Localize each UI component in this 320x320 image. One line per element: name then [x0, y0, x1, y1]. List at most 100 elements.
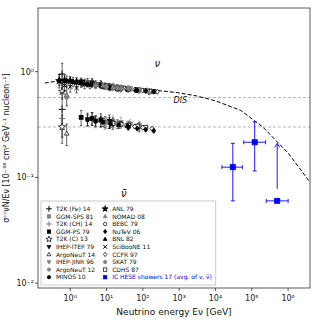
tick-label: 10³	[172, 294, 185, 303]
marker	[105, 85, 109, 89]
tick	[251, 288, 252, 291]
error-bar	[116, 85, 118, 90]
marker	[126, 87, 130, 91]
marker	[109, 122, 113, 126]
legend-label: T2K (C) 13	[55, 235, 88, 242]
error-bar	[86, 115, 88, 126]
series	[59, 115, 66, 143]
legend-label: SciBooNE 11	[112, 243, 150, 250]
marker	[115, 86, 119, 90]
legend-marker	[46, 236, 52, 242]
marker	[94, 119, 98, 123]
marker	[93, 119, 98, 123]
error-bar	[63, 80, 65, 91]
legend-label: IC HESE showers 17 (avg. of ν, ν̄)	[112, 273, 212, 281]
series	[101, 83, 148, 92]
marker	[86, 82, 90, 86]
marker	[126, 123, 130, 127]
marker	[79, 115, 83, 119]
marker	[94, 83, 98, 87]
tick	[179, 288, 180, 291]
legend-marker	[103, 260, 106, 263]
legend-label: ANL 79	[112, 205, 134, 212]
error-bar	[75, 84, 77, 93]
marker	[64, 131, 69, 135]
series	[111, 83, 149, 94]
legend-label: NuTeV 06	[112, 228, 140, 235]
legend-marker	[103, 245, 107, 249]
error-bar	[94, 116, 96, 127]
marker	[74, 86, 78, 90]
legend-frame	[41, 201, 216, 285]
legend-marker	[47, 245, 51, 248]
legend-marker	[47, 261, 51, 264]
error-bar	[91, 113, 93, 126]
plot-area	[38, 63, 310, 203]
marker	[101, 120, 105, 124]
series	[94, 116, 120, 128]
error-bar	[86, 79, 88, 87]
series	[79, 110, 111, 128]
tick-label: 10⁻²	[16, 279, 34, 288]
series	[115, 122, 154, 132]
marker	[79, 80, 83, 84]
legend-marker	[46, 206, 52, 212]
error-bar	[65, 90, 67, 106]
legend-label: IHEP-ITEP 79	[56, 243, 94, 250]
marker	[94, 83, 98, 87]
error-bar	[266, 199, 288, 203]
error-bar	[94, 82, 96, 88]
legend-label: CCFR 97	[112, 251, 138, 258]
error-bar	[91, 80, 93, 87]
error-bar	[109, 120, 111, 127]
series	[64, 87, 69, 106]
legend-marker	[103, 222, 106, 225]
error-bar	[94, 117, 96, 126]
marker	[85, 118, 90, 122]
tick	[70, 288, 71, 291]
error-bar	[127, 86, 129, 91]
error-bar	[105, 84, 107, 89]
legend-marker	[103, 268, 106, 271]
error-bar	[94, 83, 96, 87]
series	[90, 79, 151, 95]
legend-label: BNL 82	[112, 235, 134, 242]
series	[86, 115, 130, 129]
marker	[152, 128, 156, 133]
series	[115, 85, 159, 94]
marker	[59, 123, 66, 130]
marker	[94, 119, 98, 123]
legend: T2K (Fe) 14GGM-SPS 81T2K (CH) 14GGM-PS 7…	[41, 201, 216, 285]
reference-line	[38, 126, 310, 127]
marker	[126, 87, 130, 91]
marker	[152, 89, 156, 94]
error-bar	[116, 86, 118, 91]
error-bar	[86, 80, 88, 87]
legend-marker	[47, 230, 50, 233]
marker	[117, 123, 121, 127]
limit-arrow	[275, 143, 280, 188]
legend-label: BEBC 79	[112, 220, 138, 227]
plot-frame	[38, 8, 310, 288]
legend-marker	[103, 237, 107, 240]
legend-label: GGM-PS 79	[56, 228, 90, 235]
marker	[93, 83, 98, 87]
marker	[111, 85, 116, 89]
series	[111, 116, 141, 130]
legend-label: NOMAD 08	[112, 213, 145, 220]
tick-label: 10⁰	[63, 294, 76, 303]
marker	[126, 87, 130, 92]
error-bar	[94, 82, 96, 88]
legend-label: T2K (CH) 14	[55, 220, 92, 227]
marker	[135, 88, 139, 93]
annotation: DIS	[174, 96, 188, 105]
error-bar	[86, 82, 88, 87]
error-bar	[86, 113, 88, 126]
x-axis-label: Neutrino energy Eν [GeV]	[116, 307, 231, 317]
error-bar	[105, 117, 107, 128]
legend-marker	[103, 214, 107, 217]
marker	[144, 127, 148, 132]
series	[266, 143, 288, 203]
error-bar	[91, 113, 93, 126]
marker	[85, 81, 90, 85]
